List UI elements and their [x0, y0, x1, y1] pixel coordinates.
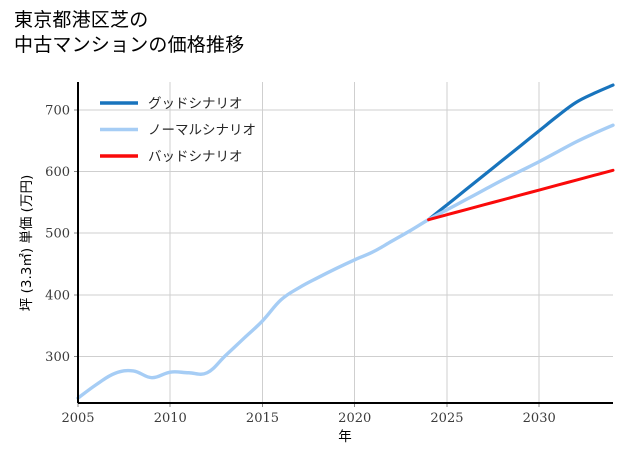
- x-tick-label: 2015: [246, 411, 279, 426]
- y-tick-label: 600: [45, 165, 70, 180]
- series-lines: [76, 83, 615, 400]
- series-line-バッドシナリオ: [427, 168, 615, 222]
- y-tick-label: 700: [45, 103, 70, 118]
- y-tick-labels: 300 400 500 600 700: [45, 103, 70, 365]
- series-line-ノーマルシナリオ: [76, 123, 615, 400]
- series-line-グッドシナリオ: [426, 83, 615, 222]
- tickmarks: [74, 109, 540, 407]
- gridlines: [78, 82, 613, 403]
- x-tick-label: 2020: [338, 411, 371, 426]
- y-tick-label: 300: [45, 350, 70, 365]
- page-title-line-1: 東京都港区芝の: [14, 9, 149, 31]
- legend-label: グッドシナリオ: [148, 96, 243, 112]
- page-title: 東京都港区芝の 中古マンションの価格推移: [14, 8, 244, 58]
- x-tick-labels: 2005 2010 2015 2020 2025 2030: [61, 411, 555, 426]
- legend-label: ノーマルシナリオ: [148, 123, 256, 139]
- axis-lines: [76, 82, 613, 405]
- x-axis-title: 年: [338, 429, 352, 445]
- x-tick-label: 2005: [61, 411, 94, 426]
- x-tick-label: 2010: [154, 411, 187, 426]
- x-tick-label: 2025: [430, 411, 463, 426]
- page-title-line-2: 中古マンションの価格推移: [14, 34, 245, 56]
- y-axis-title: 坪 (3.3㎡) 単価 (万円): [19, 175, 35, 311]
- y-tick-label: 500: [45, 227, 70, 242]
- x-tick-label: 2030: [523, 411, 556, 426]
- legend-label: バッドシナリオ: [148, 149, 243, 165]
- y-tick-label: 400: [45, 288, 70, 303]
